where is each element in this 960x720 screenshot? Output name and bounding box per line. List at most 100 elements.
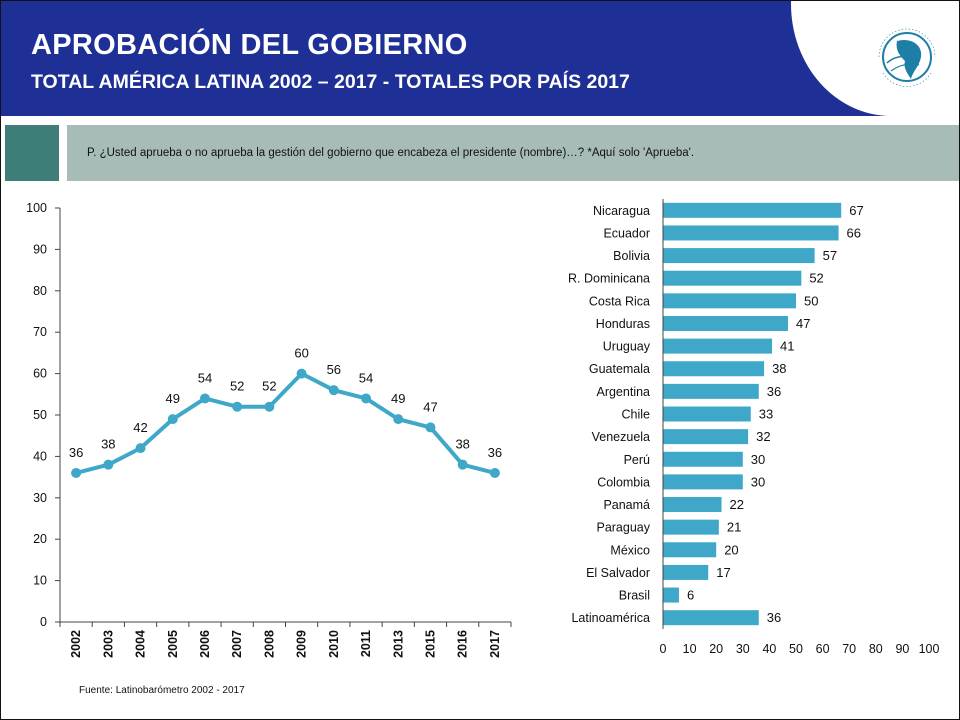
y-tick-label: 10 [33,574,47,588]
bar [663,202,842,218]
x-tick-label: 2016 [456,630,470,658]
data-point [167,414,178,425]
page-title: APROBACIÓN DEL GOBIERNO [31,29,468,61]
bar-value-label: 20 [724,542,738,557]
x-tick-label: 2015 [423,630,437,658]
bar [663,429,749,445]
x-tick-label: 2008 [262,630,276,658]
x-tick-label: 2017 [488,630,502,658]
data-label: 56 [327,362,341,377]
data-point [425,422,436,433]
category-label: Perú [624,453,650,467]
data-label: 52 [262,379,276,394]
bar-value-label: 50 [804,293,818,308]
data-point [489,467,500,478]
data-point [264,401,275,412]
x-tick-label: 90 [895,642,909,656]
bar-value-label: 36 [767,384,781,399]
bar-value-label: 30 [751,474,765,489]
data-point [232,401,243,412]
accent-block [5,125,59,181]
data-label: 47 [423,399,437,414]
header-banner: APROBACIÓN DEL GOBIERNO TOTAL AMÉRICA LA… [1,1,959,116]
bar [663,248,815,264]
data-label: 54 [359,370,373,385]
source-note: Fuente: Latinobarómetro 2002 - 2017 [79,685,245,696]
survey-question: P. ¿Usted aprueba o no aprueba la gestió… [87,147,695,159]
y-tick-label: 40 [33,449,47,463]
data-label: 36 [488,445,502,460]
bar-value-label: 22 [730,497,744,512]
data-point [199,393,210,404]
line-chart: 0 10 20 30 40 50 60 70 80 90 100 2002 2003 2004 2005 20… [26,201,512,658]
y-tick-label: 0 [40,615,47,629]
category-label: Bolivia [613,249,650,263]
category-label: Venezuela [592,430,650,444]
data-label: 42 [133,420,147,435]
y-tick-label: 50 [33,408,47,422]
x-tick-label: 30 [736,642,750,656]
category-label: Honduras [596,317,650,331]
bar-value-label: 36 [767,610,781,625]
y-tick-label: 70 [33,325,47,339]
x-tick-label: 2010 [327,630,341,658]
bar-value-label: 57 [823,248,837,263]
approval-series-line [75,371,496,475]
bar [663,225,839,241]
bar-value-label: 38 [772,361,786,376]
x-tick-label: 100 [919,642,940,656]
bar-value-label: 67 [849,203,863,218]
y-tick-label: 100 [26,201,47,215]
category-label: R. Dominicana [568,272,650,286]
x-tick-label: 2002 [69,630,83,658]
category-label: Paraguay [596,521,650,535]
y-tick-label: 80 [33,284,47,298]
bar-chart: Nicaragua 67 Ecuador 66 Bolivia 57 R. Dominica… [568,199,939,656]
category-label: Brasil [619,589,650,603]
bar [663,564,709,580]
x-tick-label: 80 [869,642,883,656]
x-tick-label: 70 [842,642,856,656]
bar-value-label: 66 [847,225,861,240]
x-tick-label: 40 [762,642,776,656]
x-tick-label: 50 [789,642,803,656]
data-point [393,414,404,425]
bar [663,361,765,377]
bar [663,270,802,286]
data-point [361,393,372,404]
latinobarometro-logo-icon [878,28,936,87]
bar-value-label: 6 [687,588,694,603]
data-label: 49 [391,391,405,406]
category-label: Nicaragua [593,204,650,218]
data-point [103,459,114,470]
x-tick-label: 20 [709,642,723,656]
page-subtitle: TOTAL AMÉRICA LATINA 2002 – 2017 - TOTAL… [31,71,630,93]
bar [663,451,743,467]
data-point [328,385,339,396]
data-label: 52 [230,379,244,394]
x-tick-label: 2013 [391,630,405,658]
bar-value-label: 41 [780,339,794,354]
data-label: 38 [455,437,469,452]
category-label: Costa Rica [589,294,650,308]
bar [663,406,751,422]
x-tick-label: 60 [816,642,830,656]
bar-value-label: 21 [727,520,741,535]
category-label: Uruguay [603,340,651,354]
bar [663,315,789,331]
bar-value-label: 17 [716,565,730,580]
category-label: Guatemala [589,362,650,376]
bar-value-label: 52 [809,271,823,286]
y-tick-label: 60 [33,367,47,381]
data-label: 49 [166,391,180,406]
bar [663,474,743,490]
x-tick-label: 2005 [166,630,180,658]
x-tick-label: 2011 [359,630,373,657]
bar [663,338,773,354]
data-label: 54 [198,370,212,385]
bar-value-label: 32 [756,429,770,444]
data-point [457,459,468,470]
bar [663,497,722,513]
y-tick-label: 90 [33,242,47,256]
category-label: Ecuador [603,226,650,240]
